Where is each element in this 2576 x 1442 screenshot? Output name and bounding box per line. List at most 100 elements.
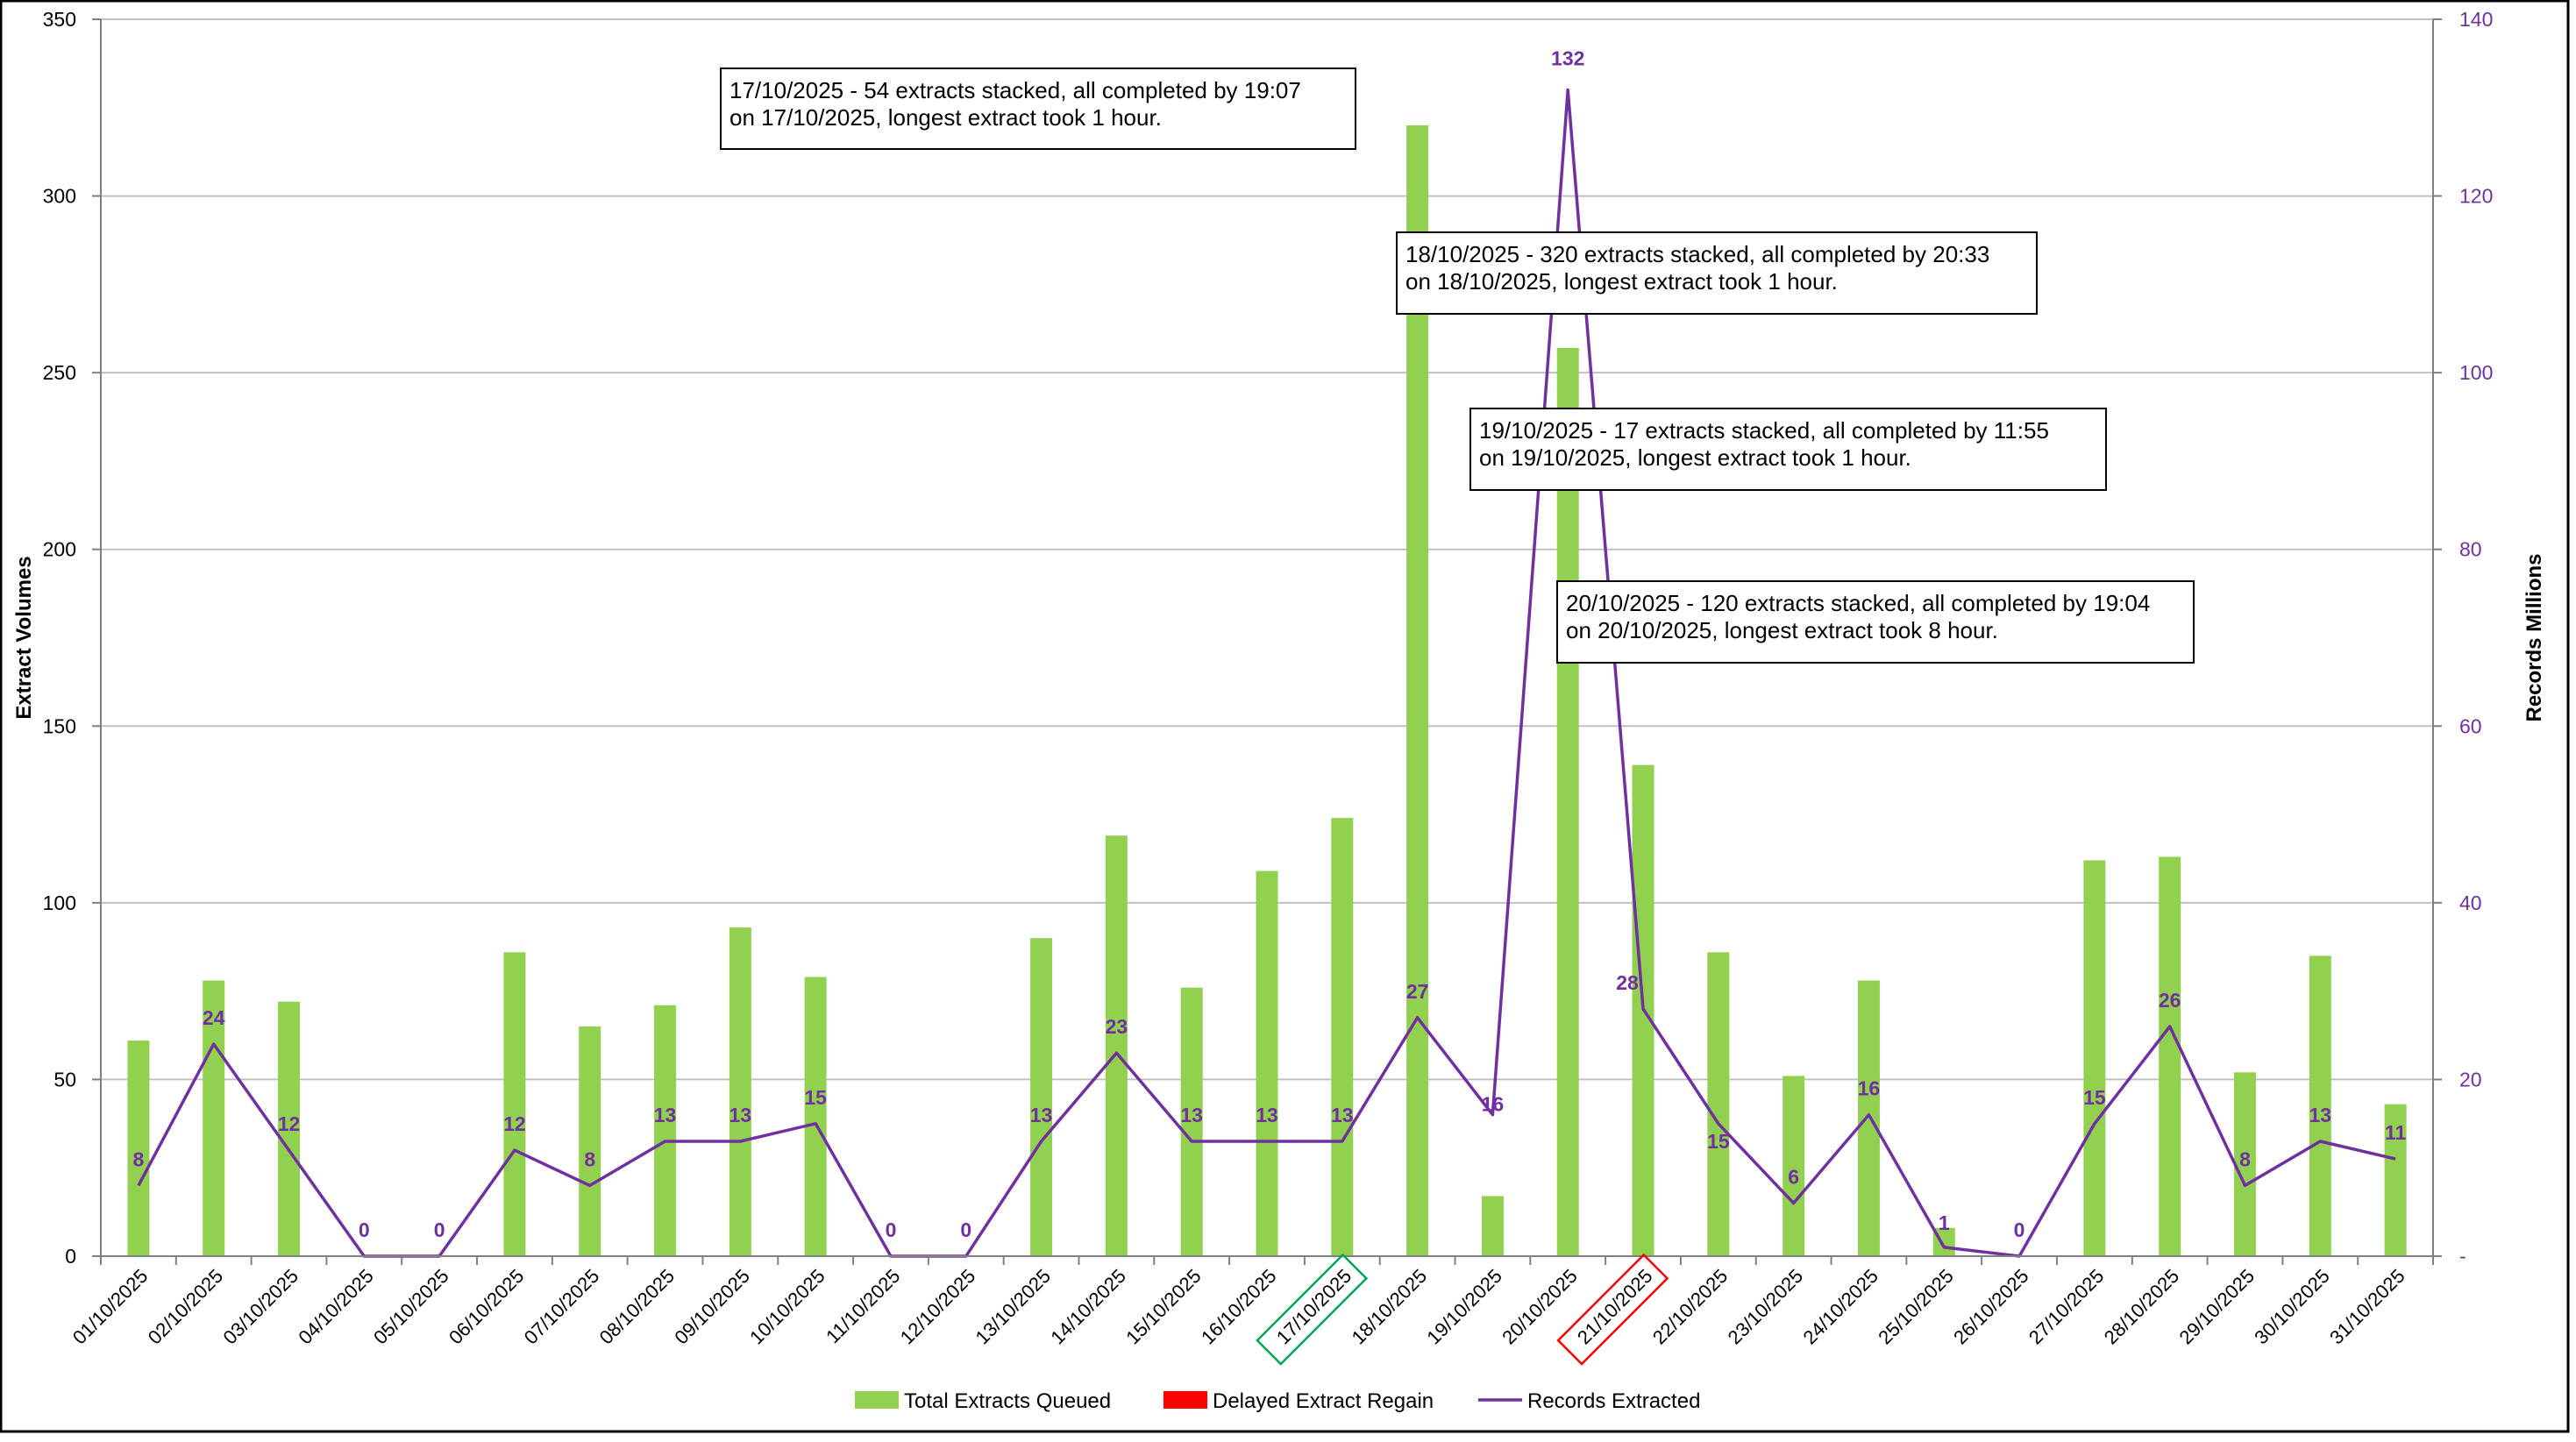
bar-03-10-2025 <box>278 1001 301 1256</box>
y2-tick-label: 140 <box>2459 8 2493 31</box>
data-label-09-10-2025: 13 <box>729 1104 752 1126</box>
x-tick-label-10-10-2025: 10/10/2025 <box>745 1265 829 1349</box>
data-label-19-10-2025: 16 <box>1482 1093 1505 1116</box>
bar-09-10-2025 <box>729 927 751 1256</box>
legend: Total Extracts Queued Delayed Extract Reg… <box>855 1389 1700 1413</box>
bar-13-10-2025 <box>1030 938 1053 1256</box>
x-tick-label-01-10-2025: 01/10/2025 <box>68 1265 153 1349</box>
data-label-31-10-2025: 11 <box>2385 1121 2407 1144</box>
data-label-28-10-2025: 26 <box>2159 989 2181 1012</box>
y-tick-label: 50 <box>53 1068 76 1090</box>
data-labels: 8 24 12 0 0 12 8 13 13 15 0 0 13 23 13 13 13 27 16 132 28 15 6… <box>133 47 2407 1241</box>
x-tick-label-21-10-2025: 21/10/2025 <box>1573 1265 1657 1349</box>
x-tick-label-17-10-2025: 17/10/2025 <box>1272 1265 1356 1349</box>
data-label-23-10-2025: 6 <box>1788 1166 1799 1189</box>
x-tick-label-16-10-2025: 16/10/2025 <box>1197 1265 1281 1349</box>
annotation-box-4 <box>1556 580 2195 664</box>
x-tick-label-31-10-2025: 31/10/2025 <box>2325 1265 2409 1349</box>
legend-label-total-extracts-queued: Total Extracts Queued <box>904 1389 1111 1413</box>
bar-02-10-2025 <box>203 980 225 1256</box>
data-label-17-10-2025: 13 <box>1331 1104 1354 1126</box>
x-tick-label-12-10-2025: 12/10/2025 <box>896 1265 980 1349</box>
data-label-29-10-2025: 8 <box>2239 1147 2251 1170</box>
bar-07-10-2025 <box>579 1026 601 1256</box>
x-tick-label-20-10-2025: 20/10/2025 <box>1498 1265 1582 1349</box>
data-label-07-10-2025: 8 <box>584 1147 595 1170</box>
legend-label-delayed-extract-regain: Delayed Extract Regain <box>1213 1389 1434 1413</box>
bar-27-10-2025 <box>2083 860 2106 1256</box>
x-tick-label-05-10-2025: 05/10/2025 <box>369 1265 453 1349</box>
y-axis-title: Extract Volumes <box>12 556 36 719</box>
y-tick-label: 350 <box>43 8 76 31</box>
x-tick-label-24-10-2025: 24/10/2025 <box>1798 1265 1882 1349</box>
bar-06-10-2025 <box>503 952 526 1256</box>
highlight-box-21-10-2025 <box>1556 1253 1669 1366</box>
data-label-08-10-2025: 13 <box>654 1104 677 1126</box>
y2-tick-label: 60 <box>2459 714 2482 737</box>
data-label-06-10-2025: 12 <box>503 1112 526 1135</box>
y2-tick-label: 80 <box>2459 538 2482 561</box>
bar-14-10-2025 <box>1105 835 1128 1256</box>
data-label-15-10-2025: 13 <box>1180 1104 1203 1126</box>
x-tick-label-02-10-2025: 02/10/2025 <box>144 1265 228 1349</box>
y2-tick-label: - <box>2459 1245 2466 1268</box>
bar-19-10-2025 <box>1481 1196 1504 1256</box>
x-tick-label-04-10-2025: 04/10/2025 <box>294 1265 378 1349</box>
y-tick-label: 0 <box>65 1245 76 1268</box>
y-tick-label: 150 <box>43 714 76 737</box>
data-label-13-10-2025: 13 <box>1030 1104 1053 1126</box>
x-tick-label-13-10-2025: 13/10/2025 <box>971 1265 1056 1349</box>
data-label-14-10-2025: 23 <box>1106 1015 1128 1038</box>
x-tick-label-08-10-2025: 08/10/2025 <box>595 1265 680 1349</box>
x-tick-label-25-10-2025: 25/10/2025 <box>1874 1265 1958 1349</box>
bar-17-10-2025 <box>1331 818 1354 1256</box>
bar-01-10-2025 <box>127 1041 150 1256</box>
annotation-line2-1: on 17/10/2025, longest extract took 1 ho… <box>729 104 1162 131</box>
x-tick-label-07-10-2025: 07/10/2025 <box>520 1265 604 1349</box>
data-label-04-10-2025: 0 <box>359 1218 370 1241</box>
bars-total-extracts-queued <box>127 124 2407 1256</box>
bar-08-10-2025 <box>654 1005 677 1256</box>
legend-swatch-delayed-extract-regain <box>1163 1391 1207 1409</box>
bar-23-10-2025 <box>1783 1076 1805 1256</box>
bar-22-10-2025 <box>1707 952 1730 1256</box>
legend-swatch-total-extracts-queued <box>855 1391 899 1409</box>
data-label-02-10-2025: 24 <box>203 1006 225 1029</box>
x-tick-label-29-10-2025: 29/10/2025 <box>2174 1265 2259 1349</box>
data-label-22-10-2025: 15 <box>1707 1130 1730 1153</box>
y2-tick-label: 120 <box>2459 185 2493 208</box>
y2-tick-label: 100 <box>2459 361 2493 384</box>
annotation-box-1 <box>720 67 1356 150</box>
bar-31-10-2025 <box>2384 1104 2407 1256</box>
gridlines <box>101 18 2433 1081</box>
x-tick-label-06-10-2025: 06/10/2025 <box>445 1265 529 1349</box>
x-tick-label-15-10-2025: 15/10/2025 <box>1121 1265 1206 1349</box>
x-tick-label-27-10-2025: 27/10/2025 <box>2025 1265 2109 1349</box>
x-tick-label-28-10-2025: 28/10/2025 <box>2100 1265 2184 1349</box>
y2-tick-label: 40 <box>2459 891 2482 914</box>
data-label-05-10-2025: 0 <box>434 1218 445 1241</box>
x-tick-label-26-10-2025: 26/10/2025 <box>1949 1265 2033 1349</box>
annotation-box-2 <box>1396 231 2038 315</box>
x-tick-label-30-10-2025: 30/10/2025 <box>2250 1265 2334 1349</box>
bar-30-10-2025 <box>2309 955 2331 1256</box>
data-label-16-10-2025: 13 <box>1256 1104 1278 1126</box>
data-label-25-10-2025: 1 <box>1939 1211 1950 1234</box>
x-tick-label-11-10-2025: 11/10/2025 <box>822 1265 904 1347</box>
x-tick-label-18-10-2025: 18/10/2025 <box>1348 1265 1432 1349</box>
x-tick-label-14-10-2025: 14/10/2025 <box>1046 1265 1130 1349</box>
annotations: 17/10/2025 - 54 extracts stacked, all co… <box>720 67 2195 664</box>
y-tick-label: 250 <box>43 361 76 384</box>
y2-tick-label: 20 <box>2459 1068 2482 1090</box>
annotation-line1-4: 20/10/2025 - 120 extracts stacked, all c… <box>1566 590 2150 616</box>
data-label-01-10-2025: 8 <box>133 1147 145 1170</box>
x-tick-label-03-10-2025: 03/10/2025 <box>219 1265 303 1349</box>
annotation-line2-2: on 18/10/2025, longest extract took 1 ho… <box>1405 268 1838 295</box>
legend-label-records-extracted: Records Extracted <box>1527 1389 1700 1413</box>
data-label-30-10-2025: 13 <box>2309 1104 2331 1126</box>
bar-29-10-2025 <box>2233 1072 2256 1256</box>
